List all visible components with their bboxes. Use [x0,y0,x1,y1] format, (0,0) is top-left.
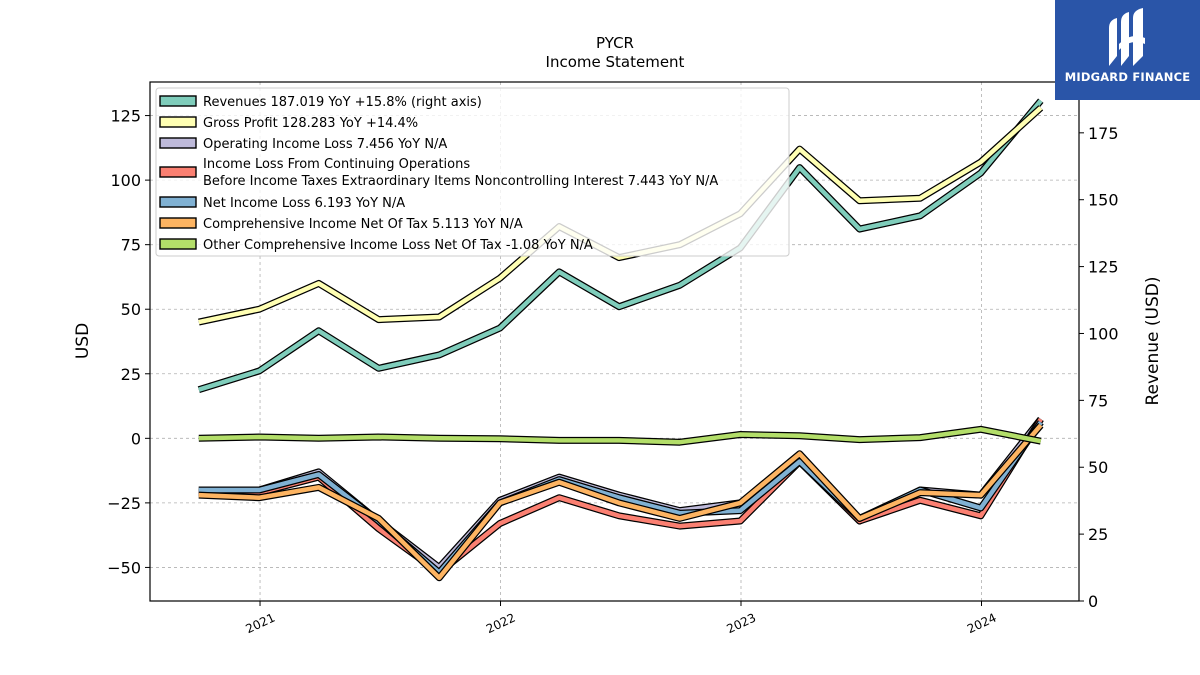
y2-tick-label: 50 [1088,458,1108,477]
brand-logo: MIDGARD FINANCE [1055,0,1200,100]
series-gross-profit [198,105,1044,326]
legend-label: Revenues 187.019 YoY +15.8% (right axis) [203,95,482,110]
legend-swatch [159,116,197,128]
series-layer [197,98,1044,582]
series-line [198,423,1043,581]
legend-label: Before Income Taxes Extraordinary Items … [203,174,718,189]
y2-tick-label: 175 [1088,124,1119,143]
y-tick-label: −50 [107,558,141,577]
legend: Revenues 187.019 YoY +15.8% (right axis)… [155,87,790,257]
y-tick-label: 125 [110,107,141,126]
midgard-logo-icon [1109,8,1145,66]
y2-tick-label: 150 [1088,191,1119,210]
legend-label: Comprehensive Income Net Of Tax 5.113 Yo… [203,217,523,232]
legend-swatch [159,238,197,250]
legend-entry: Other Comprehensive Income Loss Net Of T… [159,238,593,253]
legend-entry: Operating Income Loss 7.456 YoY N/A [159,137,447,152]
legend-entry: Net Income Loss 6.193 YoY N/A [159,196,405,211]
legend-entry: Revenues 187.019 YoY +15.8% (right axis) [159,95,482,110]
y-tick-label: 50 [121,300,141,319]
series-line [198,99,1043,392]
legend-label: Net Income Loss 6.193 YoY N/A [203,196,405,211]
x-tick-label: 2023 [725,611,759,637]
y2-tick-label: 25 [1088,525,1108,544]
series-revenues [197,98,1044,394]
legend-swatch [159,196,197,208]
y2-tick-label: 125 [1088,258,1119,277]
series-comprehensive-income-net-of-tax [198,422,1044,582]
x-tick-label: 2022 [484,611,518,637]
y-tick-label: −25 [107,494,141,513]
y-axis-label: USD [73,323,93,359]
chart-title: PYCR [596,34,634,52]
legend-entry: Income Loss From Continuing Operations Be… [159,157,718,189]
y2-tick-label: 0 [1088,592,1098,611]
legend-swatch [159,217,197,229]
series-line [198,106,1043,325]
legend-label: Other Comprehensive Income Loss Net Of T… [203,238,593,253]
y-tick-label: 75 [121,236,141,255]
y-tick-label: 100 [110,171,141,190]
x-tick-label: 2021 [244,611,278,637]
series-other-comprehensive-income-loss-net-of-t [198,425,1042,446]
y2-tick-label: 75 [1088,391,1108,410]
legend-label: Income Loss From Continuing Operations [203,157,470,172]
y-tick-label: 25 [121,365,141,384]
x-tick-label: 2024 [965,611,999,637]
legend-label: Operating Income Loss 7.456 YoY N/A [203,137,447,152]
axes: −50 −25 0 25 50 75 100 125 0 25 50 75 100 125 150 175 20… [107,81,1119,637]
y2-tick-label: 100 [1088,324,1119,343]
y-tick-label: 0 [131,429,141,448]
legend-entry: Gross Profit 128.283 YoY +14.4% [159,116,418,131]
y2-axis-label: Revenue (USD) [1143,276,1163,405]
legend-entry: Comprehensive Income Net Of Tax 5.113 Yo… [159,217,523,232]
legend-swatch [159,166,197,178]
legend-swatch [159,95,197,107]
chart-subtitle: Income Statement [546,53,685,71]
legend-swatch [159,137,197,149]
legend-label: Gross Profit 128.283 YoY +14.4% [203,116,418,131]
plot-frame [149,81,1080,602]
series-line [198,427,1042,445]
logo-text: MIDGARD FINANCE [1064,70,1191,84]
legend-box [155,87,790,257]
